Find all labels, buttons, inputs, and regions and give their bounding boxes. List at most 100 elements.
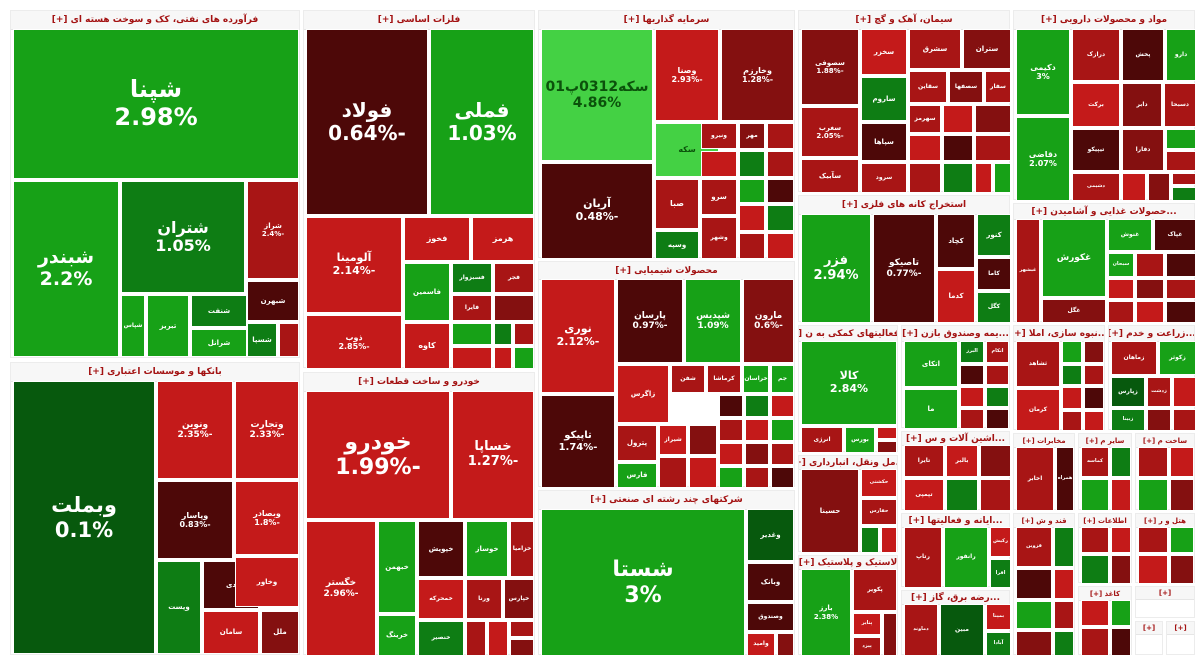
stock-tile[interactable] [1173, 409, 1196, 431]
sector-header[interactable]: ...یمه وصندوق بازن [+] [902, 326, 1009, 342]
stock-tile[interactable] [1081, 600, 1109, 626]
stock-tile-کچاد[interactable]: کچاد [937, 214, 975, 268]
stock-tile[interactable] [510, 621, 534, 637]
stock-tile[interactable] [771, 395, 794, 417]
stock-tile[interactable] [719, 419, 743, 441]
stock-tile-شفن[interactable]: شفن [671, 365, 705, 393]
stock-tile-ورنا[interactable]: ورنا [466, 579, 502, 619]
stock-tile[interactable] [1172, 173, 1196, 185]
stock-tile[interactable] [980, 445, 1011, 477]
stock-tile-اخابر[interactable]: اخابر [1016, 447, 1054, 511]
stock-tile-آبادا[interactable]: آبادا [986, 632, 1011, 656]
stock-tile[interactable] [975, 135, 1011, 161]
stock-tile[interactable] [1084, 365, 1104, 385]
stock-tile-انرژی[interactable]: انرژی [801, 427, 843, 453]
stock-tile-غبشهر[interactable]: غبشهر [1016, 219, 1040, 323]
stock-tile[interactable] [1111, 600, 1131, 626]
stock-tile-وغدیر[interactable]: وغدیر [747, 509, 794, 561]
stock-tile-سرو[interactable]: سرو [701, 179, 737, 215]
stock-tile-وبملت[interactable]: وبملت 0.1% [13, 381, 155, 654]
stock-tile-سآبیک[interactable]: سآبیک [801, 159, 859, 193]
stock-tile-مارون[interactable]: مارون -0.6% [743, 279, 794, 363]
stock-tile[interactable] [1138, 447, 1168, 477]
stock-tile-کرمان[interactable]: کرمان [1016, 389, 1060, 431]
stock-tile[interactable] [1054, 631, 1074, 656]
stock-tile-تیپیکو[interactable]: تیپیکو [1072, 129, 1120, 171]
sector-header[interactable]: لاستیک و پلاستیک [+] [799, 556, 897, 570]
stock-tile[interactable] [1062, 387, 1082, 409]
stock-tile-تاصیکو[interactable]: تاصیکو -0.77% [873, 214, 935, 323]
stock-tile-فایرا[interactable]: فایرا [452, 295, 492, 321]
stock-tile-حسینا[interactable]: حسینا [801, 469, 859, 553]
stock-tile[interactable] [739, 179, 765, 203]
sector-header[interactable]: [+] [1136, 622, 1162, 635]
stock-tile[interactable] [279, 323, 299, 357]
stock-tile[interactable] [1122, 173, 1146, 201]
stock-tile-اتکای[interactable]: اتکای [904, 341, 958, 387]
stock-tile[interactable] [745, 395, 769, 417]
stock-tile[interactable] [1136, 301, 1164, 323]
stock-tile[interactable] [986, 365, 1009, 385]
stock-tile[interactable] [1166, 129, 1196, 149]
stock-tile-تبریز[interactable]: تبریز [147, 295, 189, 357]
stock-tile[interactable] [767, 123, 794, 149]
stock-tile-جم[interactable]: جم [771, 365, 794, 393]
stock-tile-خرینگ[interactable]: خرینگ [378, 615, 416, 656]
stock-tile[interactable] [1016, 569, 1052, 599]
stock-tile[interactable] [689, 457, 717, 488]
stock-tile[interactable] [767, 179, 794, 203]
stock-tile-وپاسار[interactable]: وپاسار -0.83% [157, 481, 233, 559]
stock-tile-کالا[interactable]: کالا 2.84% [801, 341, 897, 425]
stock-tile[interactable] [980, 479, 1011, 511]
stock-tile-زدشت[interactable]: زدشت [1147, 377, 1171, 407]
stock-tile[interactable] [1166, 253, 1196, 277]
stock-tile-شستا[interactable]: شستا 3% [541, 509, 745, 656]
stock-tile[interactable] [1166, 151, 1196, 171]
stock-tile[interactable] [689, 425, 717, 455]
sector-header[interactable]: ...رضه برق، گاز [+] [902, 591, 1009, 605]
stock-tile[interactable] [659, 457, 687, 488]
stock-tile-خپویش[interactable]: خپویش [418, 521, 464, 577]
stock-tile[interactable] [909, 135, 941, 161]
stock-tile-شسپا[interactable]: شسپا [247, 323, 277, 357]
stock-tile[interactable] [1081, 527, 1109, 553]
stock-tile[interactable] [1084, 341, 1104, 363]
stock-tile-کگل[interactable]: کگل [977, 292, 1011, 323]
stock-tile[interactable] [861, 527, 879, 553]
sector-header[interactable]: ...ایانه و فعالیتها [+] [902, 514, 1009, 528]
sector-header[interactable]: محصولات شیمیایی [+] [539, 262, 794, 280]
stock-tile[interactable] [739, 151, 765, 177]
stock-tile[interactable] [960, 387, 984, 407]
stock-tile[interactable] [877, 441, 897, 453]
stock-tile-همراه[interactable]: همراه [1056, 447, 1074, 511]
sector-header[interactable]: [+] [1167, 622, 1194, 635]
stock-tile-فاسمین[interactable]: فاسمین [404, 263, 450, 321]
stock-tile-فملی[interactable]: فملی 1.03% [430, 29, 534, 215]
stock-tile-آلومینا[interactable]: آلومینا -2.14% [306, 217, 402, 313]
stock-tile[interactable] [1062, 411, 1082, 431]
stock-tile[interactable] [1170, 527, 1194, 553]
stock-tile-کاوه[interactable]: کاوه [404, 323, 450, 369]
stock-tile[interactable] [1111, 447, 1131, 477]
stock-tile-سامان[interactable]: سامان [203, 611, 259, 654]
stock-tile-خمحرکه[interactable]: خمحرکه [418, 579, 464, 619]
stock-tile[interactable] [514, 347, 534, 369]
stock-tile-دکیمی[interactable]: دکیمی 3% [1016, 29, 1070, 115]
stock-tile[interactable] [960, 409, 984, 429]
stock-tile-کاما[interactable]: کاما [977, 258, 1011, 290]
stock-tile-حفارس[interactable]: حفارس [861, 499, 897, 525]
stock-tile-وسپه[interactable]: وسپه [655, 231, 699, 259]
stock-tile-پتایر[interactable]: پتایر [853, 613, 881, 635]
stock-tile-کنور[interactable]: کنور [977, 214, 1011, 256]
stock-tile[interactable] [745, 443, 769, 465]
stock-tile[interactable] [1138, 555, 1168, 584]
stock-tile-البرز[interactable]: البرز [960, 341, 984, 363]
stock-tile[interactable] [771, 443, 794, 465]
stock-tile[interactable] [975, 105, 1011, 133]
stock-tile-دسبحا[interactable]: دسبحا [1164, 83, 1196, 127]
stock-tile-سهرمز[interactable]: سهرمز [909, 105, 941, 133]
stock-tile-فخوز[interactable]: فخوز [404, 217, 470, 261]
stock-tile[interactable] [745, 467, 769, 488]
stock-tile[interactable] [1111, 527, 1131, 553]
stock-tile-خبهمن[interactable]: خبهمن [378, 521, 416, 613]
